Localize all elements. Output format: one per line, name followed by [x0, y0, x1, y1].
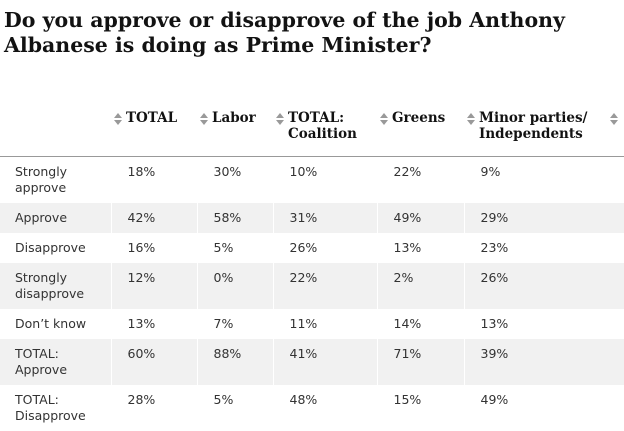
table-row: Approve 42% 58% 31% 49% 29%	[0, 202, 624, 233]
table-row: TOTAL: Approve 60% 88% 41% 71% 39%	[0, 338, 624, 385]
sort-arrows-icon[interactable]	[276, 113, 284, 125]
cell-value: 49%	[376, 202, 464, 233]
row-label: Strongly disapprove	[0, 262, 111, 309]
column-header-label: Labor	[212, 110, 256, 126]
cell-value: 13%	[376, 232, 464, 263]
row-label: TOTAL: Approve	[0, 338, 111, 385]
sort-arrows-icon[interactable]	[200, 113, 208, 125]
poll-table: TOTAL Labor TOTAL: Coalition Greens Mino…	[0, 103, 624, 431]
table-row: Disapprove 16% 5% 26% 13% 23%	[0, 232, 624, 263]
cell-value: 22%	[376, 156, 464, 203]
cell-value: 5%	[196, 384, 273, 431]
cell-value: 9%	[463, 156, 624, 203]
cell-value: 14%	[376, 308, 464, 339]
cell-value: 29%	[463, 202, 624, 233]
column-header[interactable]: Labor	[197, 103, 273, 157]
cell-value: 23%	[463, 232, 624, 263]
cell-value: 11%	[272, 308, 377, 339]
cell-value: 22%	[272, 262, 377, 309]
column-header[interactable]: Greens	[377, 103, 464, 157]
header-row: TOTAL Labor TOTAL: Coalition Greens Mino…	[0, 103, 624, 157]
sort-arrows-icon[interactable]	[610, 113, 618, 125]
cell-value: 42%	[110, 202, 197, 233]
column-header-label: Greens	[392, 110, 446, 126]
column-header-label: TOTAL	[126, 110, 178, 126]
cell-value: 10%	[272, 156, 377, 203]
chart-title: Do you approve or disapprove of the job …	[4, 8, 565, 57]
column-header[interactable]: Minor parties/ Independents	[464, 103, 624, 157]
cell-value: 26%	[272, 232, 377, 263]
cell-value: 88%	[196, 338, 273, 385]
cell-value: 18%	[110, 156, 197, 203]
column-header[interactable]: TOTAL	[111, 103, 197, 157]
column-header-label: TOTAL: Coalition	[288, 110, 357, 142]
table-row: Don’t know 13% 7% 11% 14% 13%	[0, 308, 624, 339]
row-label: Disapprove	[15, 239, 86, 255]
cell-value: 49%	[463, 384, 624, 431]
cell-value: 71%	[376, 338, 464, 385]
cell-value: 16%	[110, 232, 197, 263]
row-label: Don’t know	[15, 315, 87, 331]
cell-value: 60%	[110, 338, 197, 385]
row-label-header	[0, 103, 111, 157]
row-label: Strongly approve	[15, 164, 68, 195]
cell-value: 48%	[272, 384, 377, 431]
column-header[interactable]: TOTAL: Coalition	[273, 103, 377, 157]
cell-value: 15%	[376, 384, 464, 431]
cell-value: 13%	[463, 308, 624, 339]
cell-value: 41%	[272, 338, 377, 385]
sort-arrows-icon[interactable]	[467, 113, 475, 125]
cell-value: 39%	[463, 338, 624, 385]
table-row: TOTAL: Disapprove 28% 5% 48% 15% 49%	[0, 384, 624, 431]
sort-arrows-icon[interactable]	[114, 113, 122, 125]
cell-value: 2%	[376, 262, 464, 309]
column-header-label: Minor parties/ Independents	[479, 110, 588, 142]
cell-value: 31%	[272, 202, 377, 233]
table-row: Strongly approve 18% 30% 10% 22% 9%	[0, 156, 624, 203]
sort-arrows-icon[interactable]	[380, 113, 388, 125]
cell-value: 12%	[110, 262, 197, 309]
row-label: TOTAL: Disapprove	[15, 391, 86, 423]
cell-value: 30%	[196, 156, 273, 203]
row-label: Approve	[0, 202, 111, 233]
cell-value: 0%	[196, 262, 273, 309]
cell-value: 26%	[463, 262, 624, 309]
cell-value: 58%	[196, 202, 273, 233]
table-row: Strongly disapprove 12% 0% 22% 2% 26%	[0, 262, 624, 309]
cell-value: 28%	[110, 384, 197, 431]
cell-value: 7%	[196, 308, 273, 339]
cell-value: 5%	[196, 232, 273, 263]
cell-value: 13%	[110, 308, 197, 339]
